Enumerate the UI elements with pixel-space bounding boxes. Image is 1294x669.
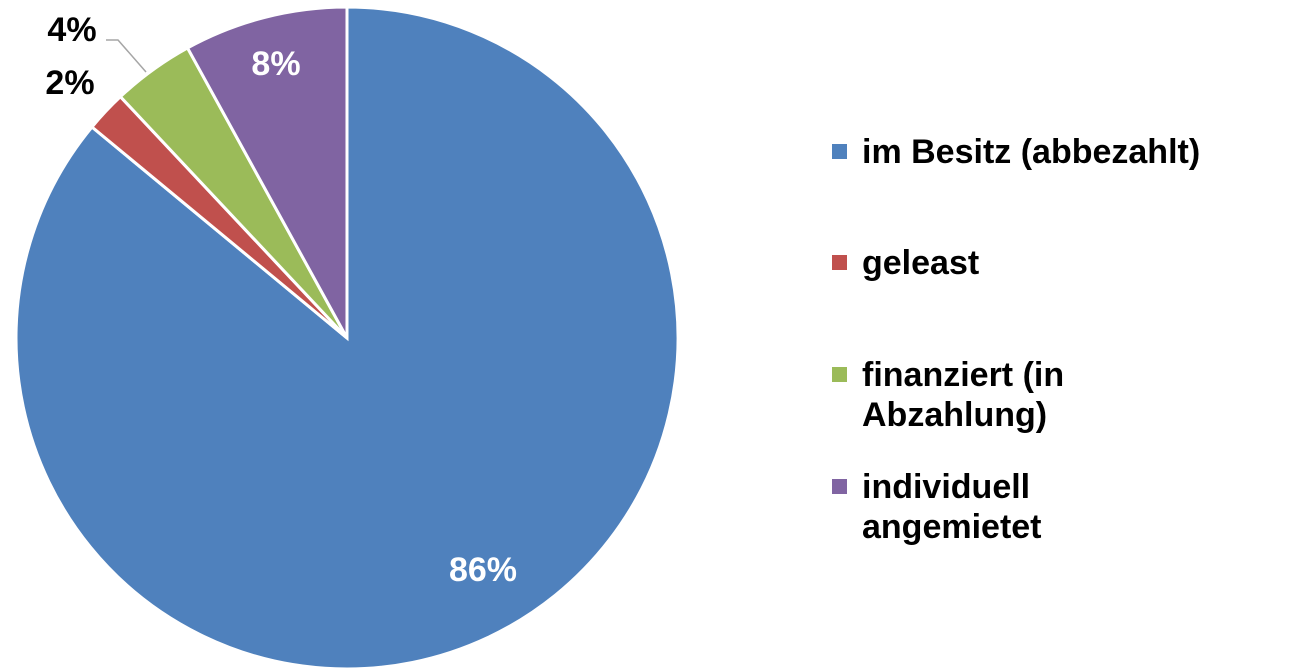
legend-swatch xyxy=(832,144,847,159)
legend-item: im Besitz (abbezahlt) xyxy=(832,132,1294,172)
legend-label: geleast xyxy=(862,244,980,282)
leader-line xyxy=(106,39,147,73)
legend-label: im Besitz (abbezahlt) xyxy=(862,133,1201,171)
legend-item: finanziert (in Abzahlung) xyxy=(832,355,1162,435)
pie-slice xyxy=(185,5,349,339)
legend-swatch xyxy=(832,255,847,270)
data-label: 2% xyxy=(45,64,94,102)
legend-label: individuell angemietet xyxy=(862,468,1042,546)
data-label: 4% xyxy=(47,11,96,49)
data-label: 8% xyxy=(251,45,300,83)
data-label: 86% xyxy=(449,551,517,589)
legend-swatch xyxy=(832,367,847,382)
pie-slice xyxy=(14,5,680,669)
legend-item: individuell angemietet xyxy=(832,467,1162,547)
legend-swatch xyxy=(832,479,847,494)
legend-label: finanziert (in Abzahlung) xyxy=(862,356,1065,434)
legend-item: geleast xyxy=(832,243,1162,283)
